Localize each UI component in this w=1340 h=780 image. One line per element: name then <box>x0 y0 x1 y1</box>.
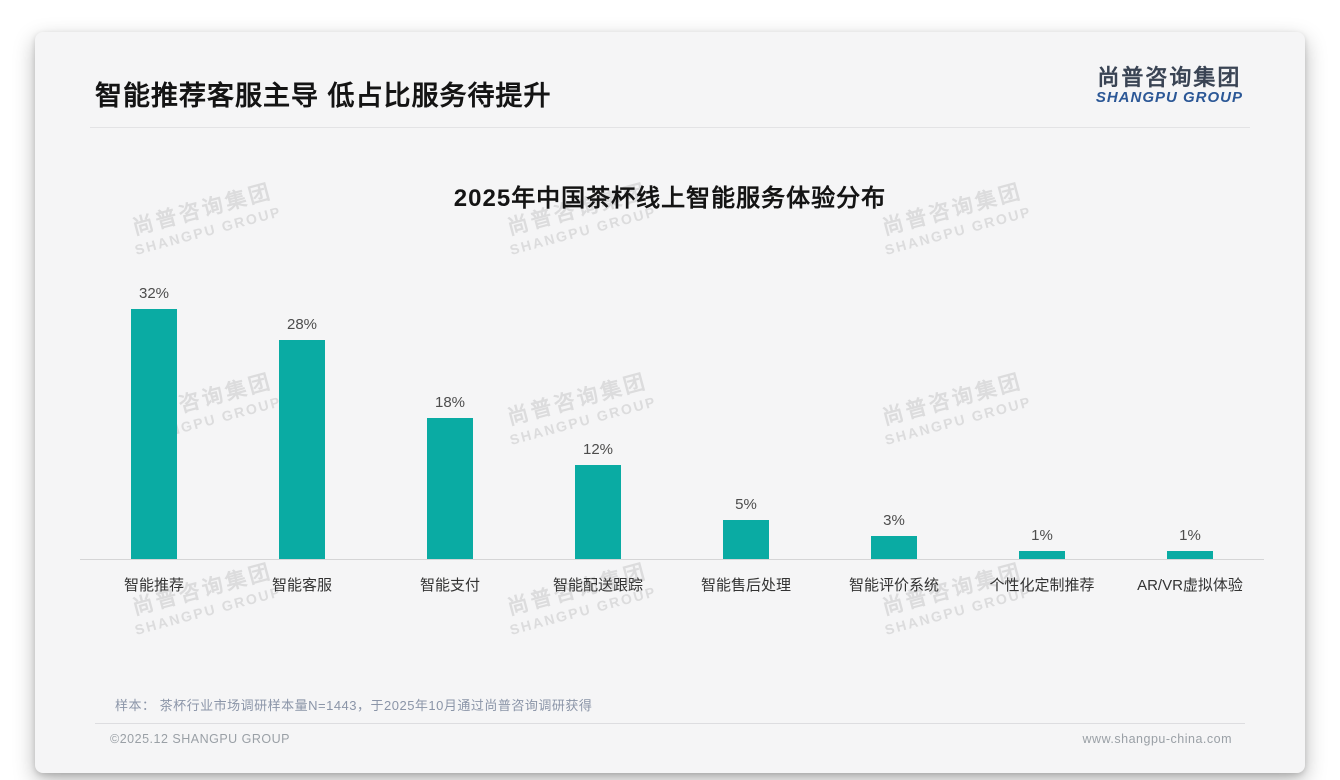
sample-note: 样本： 茶杯行业市场调研样本量N=1443，于2025年10月通过尚普咨询调研获… <box>115 698 593 713</box>
bar-group: 28% <box>228 316 376 559</box>
bar-value-label: 28% <box>286 316 318 333</box>
bar-value-label: 32% <box>138 285 170 302</box>
bar <box>427 418 473 559</box>
logo-english-text: SHANGPU GROUP <box>1095 89 1243 107</box>
bar <box>1019 551 1065 559</box>
bar-value-label: 1% <box>1179 527 1201 544</box>
bar <box>131 309 177 559</box>
bar <box>1167 551 1213 559</box>
bar-category-label: 智能推荐 <box>123 577 184 594</box>
bar-value-label: 18% <box>434 394 466 411</box>
bar-chart-plot-area: 32% 28% 18% 12% 5% 3% 1% 1% <box>80 250 1264 560</box>
bar-category-label: 智能支付 <box>419 577 480 594</box>
bar-group: 12% <box>524 441 672 559</box>
bar-group: 3% <box>820 512 968 559</box>
header: 智能推荐客服主导 低占比服务待提升 尚普咨询集团 SHANGPU GROUP <box>35 32 1305 113</box>
logo-chinese-text: 尚普咨询集团 <box>1097 65 1242 90</box>
bar <box>871 536 917 559</box>
bar-category-label: 智能评价系统 <box>848 577 939 594</box>
bar-category-label: 个性化定制推荐 <box>989 577 1095 594</box>
bar-category-label: 智能配送跟踪 <box>552 577 643 594</box>
bar-category-label: AR/VR虚拟体验 <box>1137 577 1243 594</box>
bar <box>723 520 769 559</box>
header-divider <box>90 127 1250 128</box>
bar-group: 5% <box>672 496 820 559</box>
bar-group: 1% <box>968 527 1116 559</box>
bar-category-label: 智能售后处理 <box>700 577 791 594</box>
bar <box>279 340 325 559</box>
bar-value-label: 5% <box>735 496 757 513</box>
footer-website: www.shangpu-china.com <box>1082 732 1232 746</box>
slide-card: 尚普咨询集团 SHANGPU GROUP 尚普咨询集团 SHANGPU GROUP 尚普… <box>35 32 1305 773</box>
bar-chart-category-axis: 智能推荐 智能客服 智能支付 智能配送跟踪 智能售后处理 智能评价系统 个性化定制推荐 AR/… <box>80 560 1264 595</box>
footer-copyright: ©2025.12 SHANGPU GROUP <box>110 732 290 746</box>
bar-group: 32% <box>80 285 228 559</box>
page-title: 智能推荐客服主导 低占比服务待提升 <box>95 81 552 111</box>
bar-value-label: 1% <box>1031 527 1053 544</box>
footer: ©2025.12 SHANGPU GROUP www.shangpu-china… <box>35 724 1305 746</box>
bar-category-label: 智能客服 <box>271 577 332 594</box>
company-logo: 尚普咨询集团 SHANGPU GROUP <box>1095 65 1243 107</box>
bar-group: 18% <box>376 394 524 559</box>
footer-divider <box>95 723 1245 724</box>
bar <box>575 465 621 559</box>
bar-value-label: 12% <box>582 441 614 458</box>
bar-group: 1% <box>1116 527 1264 559</box>
chart-title: 2025年中国茶杯线上智能服务体验分布 <box>453 185 887 212</box>
bar-value-label: 3% <box>883 512 905 529</box>
